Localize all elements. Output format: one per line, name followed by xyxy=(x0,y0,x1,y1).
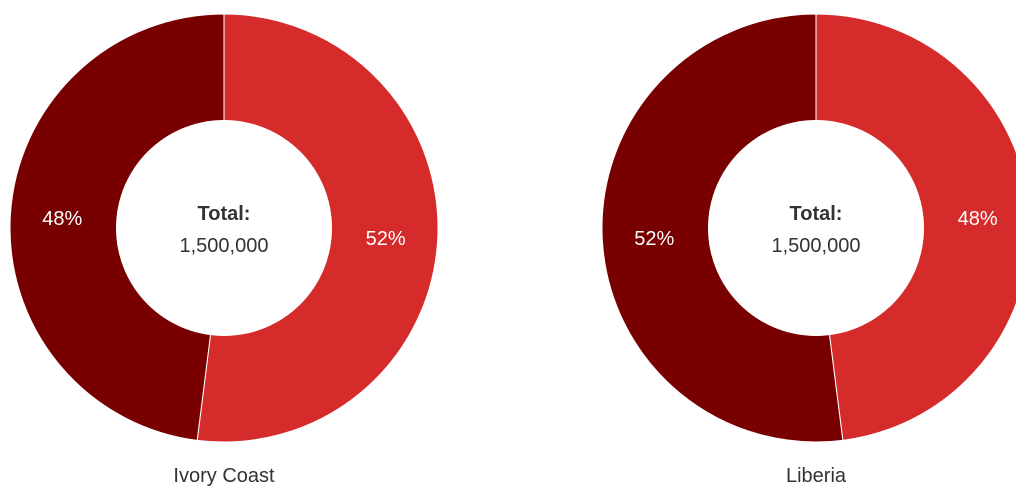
donut-hole xyxy=(708,120,924,336)
donut-chart-liberia: 48% 52% Total: 1,500,000 Liberia xyxy=(601,13,1016,486)
slice-percent-label: 52% xyxy=(366,228,406,250)
center-total-label: Total: xyxy=(198,203,251,225)
center-total-value: 1,500,000 xyxy=(772,235,861,257)
center-total-value: 1,500,000 xyxy=(180,235,269,257)
slice-percent-label: 52% xyxy=(634,228,674,250)
center-total-label: Total: xyxy=(790,203,843,225)
donut-chart-ivory-coast: 52% 48% Total: 1,500,000 Ivory Coast xyxy=(9,13,439,486)
chart-title: Ivory Coast xyxy=(173,465,275,486)
slice-percent-label: 48% xyxy=(958,208,998,230)
donut-hole xyxy=(116,120,332,336)
slice-percent-label: 48% xyxy=(42,208,82,230)
chart-title: Liberia xyxy=(786,465,847,486)
